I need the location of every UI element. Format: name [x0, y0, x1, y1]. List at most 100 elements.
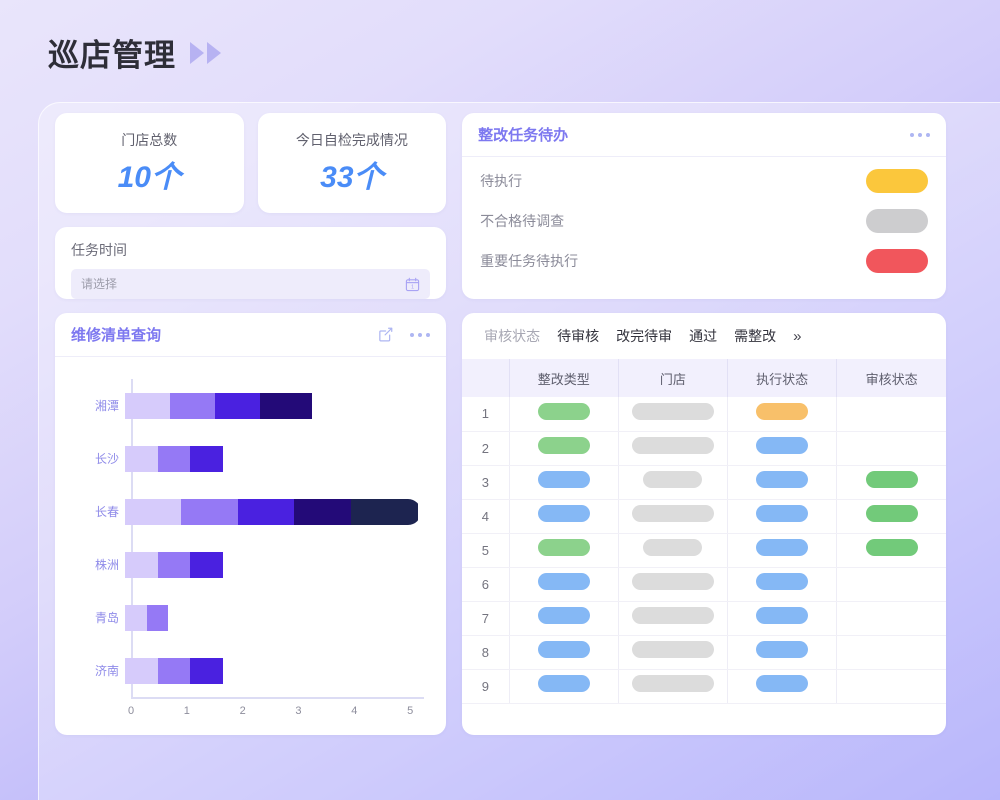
- bar-stack[interactable]: [125, 498, 421, 525]
- cell-audit-status: [836, 533, 946, 568]
- bar-stack[interactable]: [125, 551, 296, 578]
- triangle-right-icon-2: [207, 41, 221, 64]
- bar-row: 株洲: [71, 551, 424, 578]
- calendar-icon[interactable]: 1: [405, 277, 420, 292]
- cell-store: [618, 397, 729, 432]
- cell-pill: [643, 539, 703, 556]
- task-time-picker[interactable]: 1: [71, 269, 431, 299]
- cell-rectify-type: [509, 635, 619, 670]
- cell-rectify-type: [509, 533, 619, 568]
- cell-rectify-type: [509, 669, 619, 704]
- todo-list: 待执行 不合格待调查重要任务待执行: [462, 157, 946, 299]
- stat-card-store-total[interactable]: 门店总数 10个: [55, 113, 244, 213]
- cell-pill: [756, 607, 809, 624]
- bar-category-label: 长沙: [94, 452, 119, 466]
- table-row[interactable]: 5: [462, 533, 946, 568]
- table-row[interactable]: 9: [462, 669, 946, 704]
- todo-row[interactable]: 重要任务待执行: [462, 241, 946, 281]
- chevron-double-right-icon[interactable]: »: [793, 327, 802, 345]
- more-dots-icon[interactable]: [410, 332, 431, 337]
- stat-label: 门店总数: [121, 132, 178, 148]
- cell-pill: [643, 471, 703, 488]
- cell-rectify-type: [509, 431, 619, 466]
- col-header-index: [462, 359, 510, 397]
- table-row[interactable]: 8: [462, 635, 946, 670]
- col-header-2: 门店: [618, 359, 729, 397]
- bar-category-label: 株洲: [94, 558, 119, 572]
- todo-title: 整改任务待办: [478, 127, 569, 144]
- cell-pill: [537, 675, 590, 692]
- todo-row[interactable]: 不合格待调查: [462, 201, 946, 241]
- table-head: 整改类型 门店 执行状态 审核状态: [462, 359, 946, 397]
- todo-row[interactable]: 待执行: [462, 161, 946, 201]
- chart-title: 维修清单查询: [71, 327, 162, 344]
- task-time-input[interactable]: [81, 277, 406, 291]
- cell-audit-status: [836, 397, 946, 432]
- bar-stack[interactable]: [125, 445, 296, 472]
- tab-4[interactable]: 需整改: [734, 328, 777, 344]
- bar-stack[interactable]: [125, 604, 239, 631]
- bar-category-label: 长春: [94, 505, 119, 519]
- todo-card-header: 整改任务待办: [462, 113, 946, 157]
- bar-stack[interactable]: [125, 392, 361, 419]
- bar-category-label: 青岛: [94, 611, 119, 625]
- bar-track: [125, 657, 424, 684]
- cell-pill: [756, 402, 809, 420]
- cell-rectify-type: [509, 397, 619, 432]
- bar-track: [125, 445, 424, 472]
- table-row[interactable]: 7: [462, 601, 946, 636]
- triangle-right-icon-1: [190, 41, 204, 64]
- cell-pill: [756, 437, 809, 454]
- stat-card-today-selfcheck[interactable]: 今日自检完成情况 33个: [257, 113, 447, 213]
- bar-row: 济南: [71, 657, 424, 684]
- stat-card-row: 门店总数 10个 今日自检完成情况 33个: [55, 113, 447, 213]
- cell-pill: [631, 573, 714, 590]
- double-triangle-right-icon: [190, 41, 221, 64]
- y-axis-line: [131, 379, 133, 699]
- cell-exec-status: [727, 533, 838, 568]
- cell-store: [618, 567, 729, 602]
- x-tick-label: 0: [127, 705, 135, 717]
- bar-segment: [125, 445, 158, 472]
- bar-category-label: 湘潭: [94, 399, 119, 413]
- cell-pill: [865, 471, 918, 488]
- cell-pill: [631, 437, 714, 454]
- tab-1[interactable]: 待审核: [557, 328, 600, 344]
- tab-filter-label: 审核状态: [484, 328, 541, 344]
- x-tick-label: 5: [407, 705, 414, 717]
- bar-segment: [294, 498, 351, 525]
- x-tick-label: 2: [239, 705, 246, 717]
- cell-pill: [631, 641, 714, 658]
- bar-segment: [125, 657, 158, 684]
- table-row[interactable]: 1: [462, 397, 946, 432]
- bar-stack[interactable]: [125, 657, 296, 684]
- bar-track: [125, 498, 424, 525]
- table-row[interactable]: 6: [462, 567, 946, 602]
- table-row[interactable]: 3: [462, 465, 946, 500]
- row-index: 1: [462, 397, 510, 432]
- bar-segment: [146, 604, 169, 631]
- rectify-todo-card: 整改任务待办 待执行 不合格待调查重要任务待执行: [462, 113, 946, 299]
- table-row[interactable]: 2: [462, 431, 946, 466]
- share-export-icon[interactable]: [377, 326, 394, 343]
- cell-pill: [537, 437, 590, 454]
- tab-3[interactable]: 通过: [689, 328, 718, 344]
- todo-label: 重要任务待执行: [480, 253, 579, 269]
- cell-pill: [537, 607, 590, 624]
- cell-pill: [537, 641, 590, 658]
- more-dots-icon[interactable]: [910, 132, 930, 137]
- tab-2[interactable]: 改完待审: [616, 328, 673, 344]
- x-tick-label: 4: [351, 705, 358, 717]
- todo-status-pill: [866, 209, 928, 233]
- bar-row: 湘潭: [71, 392, 424, 419]
- bar-chart: 湘潭 长沙 长春 株洲 青岛 济南 0 1 2 3 4 5: [71, 375, 430, 725]
- bar-category-label: 济南: [94, 664, 119, 678]
- cell-pill: [631, 607, 714, 624]
- bar-segment: [350, 498, 419, 525]
- row-index: 3: [462, 465, 510, 500]
- cell-audit-status: [836, 669, 946, 704]
- col-header-3: 执行状态: [727, 359, 838, 397]
- table-row[interactable]: 4: [462, 499, 946, 534]
